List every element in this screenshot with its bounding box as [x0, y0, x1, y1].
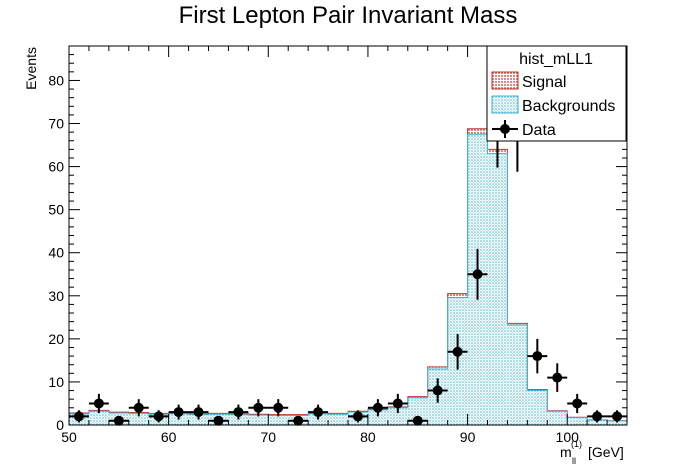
x-tick-label: 90 — [460, 429, 476, 445]
x-tick-label: 80 — [360, 429, 376, 445]
data-point — [592, 411, 603, 422]
x-tick-label: 100 — [556, 429, 580, 445]
chart-title: First Lepton Pair Invariant Mass — [179, 2, 518, 29]
data-point — [472, 269, 483, 280]
x-axis-title-main: m — [560, 444, 572, 460]
signal-bar — [407, 396, 428, 398]
background-bar — [88, 411, 109, 425]
signal-bar — [427, 366, 448, 370]
legend-data-label: Data — [522, 122, 556, 139]
background-bar — [228, 414, 249, 425]
data-point — [412, 415, 423, 426]
data-point — [392, 398, 403, 409]
data-point — [313, 407, 324, 418]
data-point — [293, 415, 304, 426]
y-tick-label: 60 — [48, 159, 64, 175]
legend-box — [486, 45, 627, 142]
x-axis-title-unit: [GeV] — [588, 444, 624, 460]
background-bar — [607, 420, 627, 425]
background-bar — [507, 325, 528, 425]
y-tick-label: 80 — [48, 72, 64, 88]
legend: hist_mLL1 Signal Backgrounds Data — [486, 45, 627, 142]
background-bar — [407, 397, 428, 425]
y-tick-label: 0 — [56, 417, 64, 433]
x-axis-title-subscript: ll — [572, 456, 576, 466]
legend-backgrounds-swatch — [491, 95, 519, 114]
signal-bar — [467, 128, 488, 135]
axes: 50 60 70 80 90 100 0 10 20 30 40 50 60 70 80 — [48, 45, 628, 445]
data-point — [233, 407, 244, 418]
data-point — [352, 411, 363, 422]
data-point — [133, 402, 144, 413]
background-bar — [547, 411, 568, 425]
y-tick-label: 50 — [48, 202, 64, 218]
background-bar — [487, 153, 508, 425]
signal-outline — [68, 128, 628, 425]
data-point — [532, 351, 543, 362]
data-point — [93, 398, 104, 409]
data-point — [213, 415, 224, 426]
data-point — [73, 411, 84, 422]
data-point — [572, 398, 583, 409]
background-outline — [68, 133, 628, 425]
x-axis-title-superscript: (1) — [571, 439, 582, 449]
data-point — [432, 385, 443, 396]
background-bar — [248, 415, 269, 425]
background-bar — [367, 409, 388, 425]
legend-backgrounds-label: Backgrounds — [522, 98, 615, 115]
background-bar — [387, 407, 408, 425]
legend-signal-swatch — [491, 71, 519, 90]
x-tick-label: 50 — [61, 429, 77, 445]
x-axis-title: m ll (1) [GeV] — [560, 439, 624, 466]
signal-bar — [507, 323, 528, 326]
background-bar — [527, 390, 548, 425]
legend-signal-label: Signal — [522, 74, 566, 91]
data-point — [372, 402, 383, 413]
y-tick-label: 20 — [48, 331, 64, 347]
data-point — [253, 402, 264, 413]
plot-area — [68, 96, 628, 426]
background-bar — [567, 417, 588, 425]
data-point — [153, 411, 164, 422]
background-bar — [268, 415, 289, 425]
background-bar — [128, 413, 149, 425]
data-point — [273, 402, 284, 413]
y-axis-title: Events — [23, 47, 39, 90]
data-point — [612, 411, 623, 422]
legend-data-marker — [500, 124, 510, 134]
data-point — [552, 372, 563, 383]
signal-bar — [447, 293, 468, 298]
background-bar — [328, 414, 348, 425]
y-tick-label: 40 — [48, 245, 64, 261]
legend-header: hist_mLL1 — [519, 51, 593, 68]
x-tick-label: 60 — [161, 429, 177, 445]
x-tick-label: 70 — [260, 429, 276, 445]
y-tick-label: 70 — [48, 116, 64, 132]
y-tick-label: 30 — [48, 288, 64, 304]
data-point — [452, 346, 463, 357]
data-point — [193, 407, 204, 418]
background-bar — [188, 414, 209, 425]
data-point — [113, 415, 124, 426]
y-tick-label: 10 — [48, 374, 64, 390]
data-point — [173, 407, 184, 418]
